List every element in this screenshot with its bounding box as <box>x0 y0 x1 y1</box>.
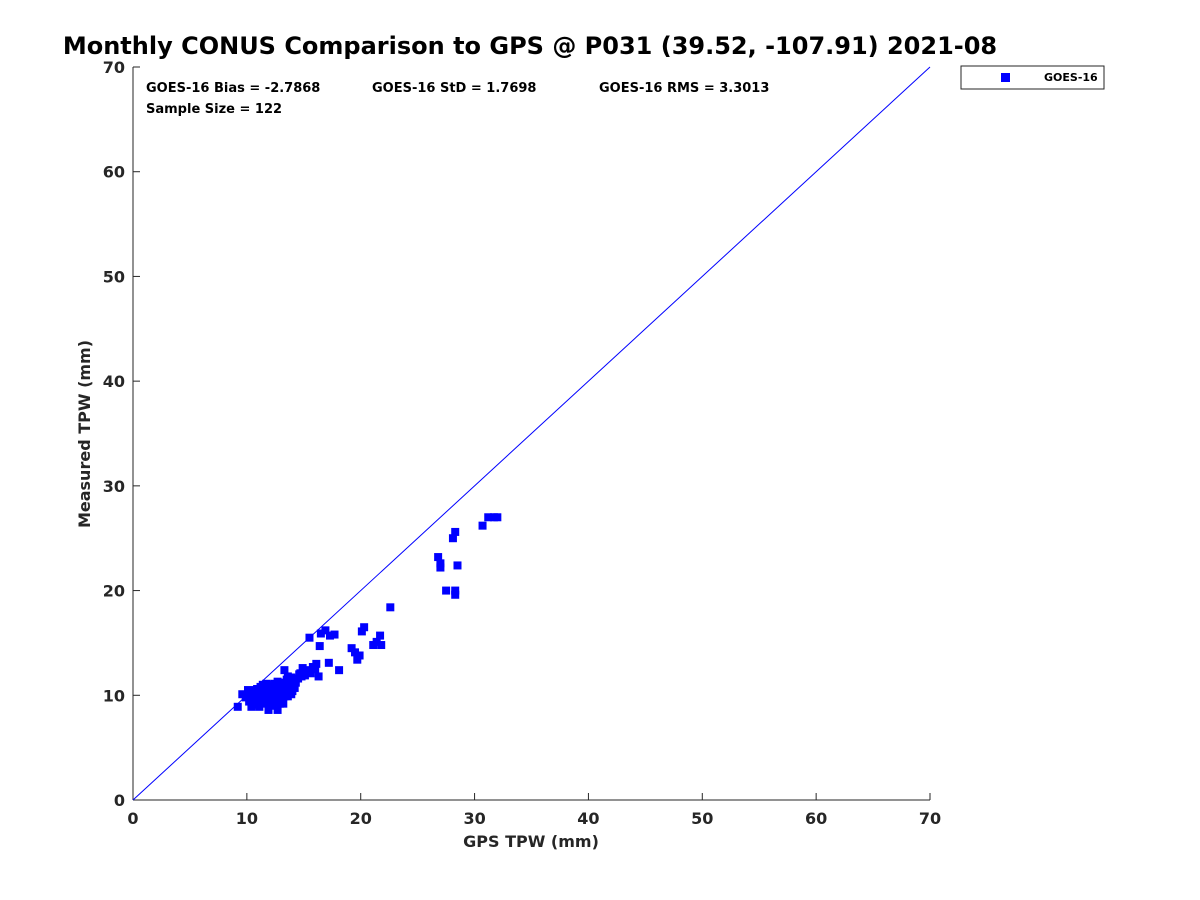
data-point <box>262 686 271 695</box>
data-point <box>484 513 493 522</box>
data-point <box>448 534 457 543</box>
data-point <box>321 626 330 635</box>
one-to-one-reference-line <box>132 66 931 801</box>
data-point <box>249 698 258 707</box>
data-point <box>233 702 242 711</box>
data-point <box>360 623 369 632</box>
x-tick-label: 40 <box>577 809 599 828</box>
data-point <box>347 644 356 653</box>
data-point <box>442 586 451 595</box>
data-point <box>434 553 443 562</box>
plot-area <box>132 67 930 801</box>
axis-ticks: 0 10 20 30 40 50 60 70 0 10 20 30 40 50 60 70 <box>103 58 941 828</box>
y-tick-label: 60 <box>103 163 125 182</box>
data-point <box>247 687 256 696</box>
data-point <box>284 681 293 690</box>
x-tick-label: 60 <box>805 809 827 828</box>
legend-label-goes-16: GOES-16 <box>1044 71 1098 84</box>
y-tick-label: 50 <box>103 267 125 286</box>
legend-box <box>960 65 1105 90</box>
data-point <box>451 527 460 536</box>
data-point <box>280 666 289 675</box>
data-point <box>312 659 321 668</box>
y-tick-label: 0 <box>114 791 125 810</box>
data-point <box>245 691 254 700</box>
data-point <box>271 697 280 706</box>
data-point <box>277 682 286 691</box>
data-point <box>386 603 395 612</box>
data-point <box>259 681 268 690</box>
y-tick-label: 70 <box>103 58 125 77</box>
x-tick-label: 0 <box>127 809 138 828</box>
data-point <box>245 697 254 706</box>
data-point <box>295 670 304 679</box>
y-tick-label: 30 <box>103 477 125 496</box>
legend-marker-goes-16 <box>1001 73 1010 82</box>
data-point <box>274 691 283 700</box>
data-point <box>355 651 364 660</box>
data-point <box>275 699 284 708</box>
data-point <box>283 672 292 681</box>
data-point <box>280 692 289 701</box>
data-point <box>315 642 324 651</box>
data-point <box>267 693 276 702</box>
data-points <box>233 513 502 714</box>
data-point <box>357 627 366 636</box>
data-point <box>255 702 264 711</box>
data-point <box>266 701 275 710</box>
x-tick-label: 20 <box>350 809 372 828</box>
data-point <box>273 705 282 714</box>
x-tick-label: 10 <box>236 809 258 828</box>
data-point <box>291 678 300 687</box>
x-tick-label: 50 <box>691 809 713 828</box>
data-point <box>330 630 339 639</box>
y-tick-label: 40 <box>103 372 125 391</box>
data-point <box>372 637 381 646</box>
data-point <box>314 672 323 681</box>
data-point <box>278 687 287 696</box>
data-point <box>316 629 325 638</box>
data-point <box>436 563 445 572</box>
data-point <box>376 631 385 640</box>
y-tick-label: 10 <box>103 686 125 705</box>
data-point <box>256 694 265 703</box>
data-point <box>306 669 315 678</box>
data-point <box>305 633 314 642</box>
data-point <box>351 648 360 657</box>
data-point <box>270 679 279 688</box>
data-point <box>302 668 311 677</box>
data-point <box>311 665 320 674</box>
data-point <box>353 655 362 664</box>
data-point <box>451 586 460 595</box>
data-point <box>451 590 460 599</box>
x-tick-label: 30 <box>463 809 485 828</box>
data-point <box>272 685 281 694</box>
stat-std: GOES-16 StD = 1.7698 <box>372 81 536 96</box>
data-point <box>253 685 262 694</box>
stat-bias: GOES-16 Bias = -2.7868 <box>146 81 320 96</box>
data-point <box>247 702 256 711</box>
data-point <box>261 697 270 706</box>
data-point <box>478 521 487 530</box>
data-point <box>493 513 502 522</box>
legend: GOES-16 <box>960 65 1105 90</box>
data-point <box>453 561 462 570</box>
stat-sample-size: Sample Size = 122 <box>146 102 282 117</box>
data-point <box>264 705 273 714</box>
x-axis-label: GPS TPW (mm) <box>463 832 599 851</box>
y-axis-label: Measured TPW (mm) <box>75 340 94 528</box>
data-point <box>325 631 334 640</box>
data-point <box>298 664 307 673</box>
data-point <box>324 658 333 667</box>
data-point <box>436 559 445 568</box>
y-tick-label: 20 <box>103 582 125 601</box>
data-point <box>377 641 386 650</box>
data-point <box>288 687 297 696</box>
stat-rms: GOES-16 RMS = 3.3013 <box>599 81 769 96</box>
x-tick-label: 70 <box>919 809 941 828</box>
data-point <box>335 666 344 675</box>
chart-title: Monthly CONUS Comparison to GPS @ P031 (… <box>63 32 997 60</box>
